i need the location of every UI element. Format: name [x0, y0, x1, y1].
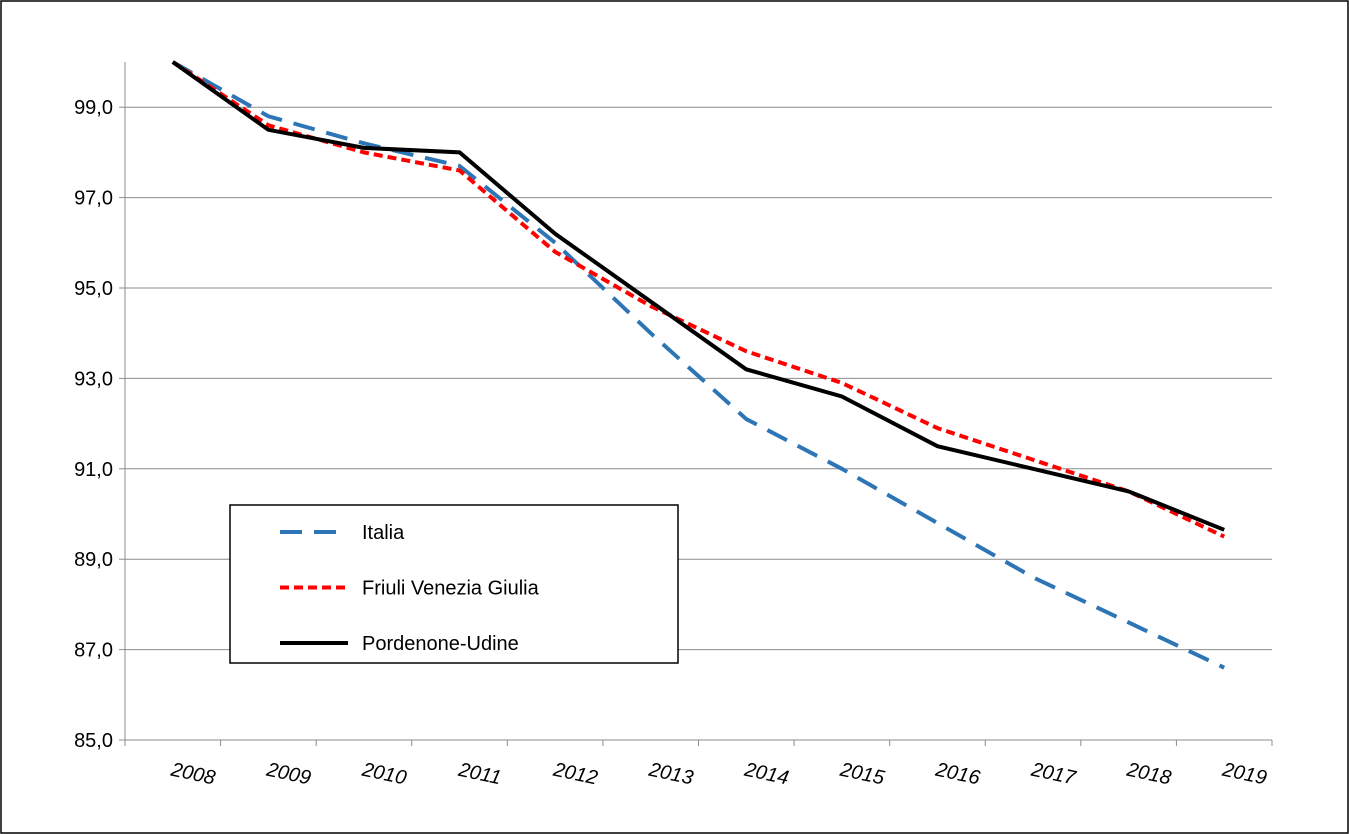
y-tick-label: 99,0: [74, 97, 113, 119]
y-tick-label: 89,0: [74, 549, 113, 571]
y-tick-label: 85,0: [74, 730, 113, 752]
legend-box: [229, 504, 679, 664]
y-tick-label: 97,0: [74, 188, 113, 210]
legend-label: Italia: [362, 522, 405, 544]
y-tick-label: 93,0: [74, 368, 113, 390]
legend-label: Pordenone-Udine: [362, 633, 519, 655]
series-line: [171, 60, 1226, 670]
series-line: [171, 60, 1226, 539]
series-line: [171, 60, 1225, 532]
legend-label: Friuli Venezia Giulia: [362, 578, 540, 600]
y-tick-label: 95,0: [74, 278, 113, 300]
y-tick-label: 91,0: [74, 459, 113, 481]
y-tick-label: 87,0: [74, 640, 113, 662]
